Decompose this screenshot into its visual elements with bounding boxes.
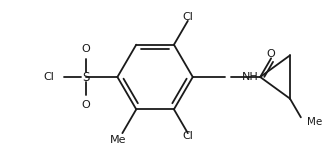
Text: Me: Me (110, 135, 126, 145)
Text: Cl: Cl (182, 131, 193, 141)
Text: O: O (81, 44, 90, 53)
Text: Cl: Cl (43, 72, 54, 82)
Text: Cl: Cl (182, 12, 193, 22)
Text: S: S (82, 71, 89, 84)
Text: O: O (267, 49, 276, 60)
Text: NH: NH (242, 72, 259, 82)
Text: Me: Me (307, 117, 322, 127)
Text: O: O (81, 100, 90, 111)
